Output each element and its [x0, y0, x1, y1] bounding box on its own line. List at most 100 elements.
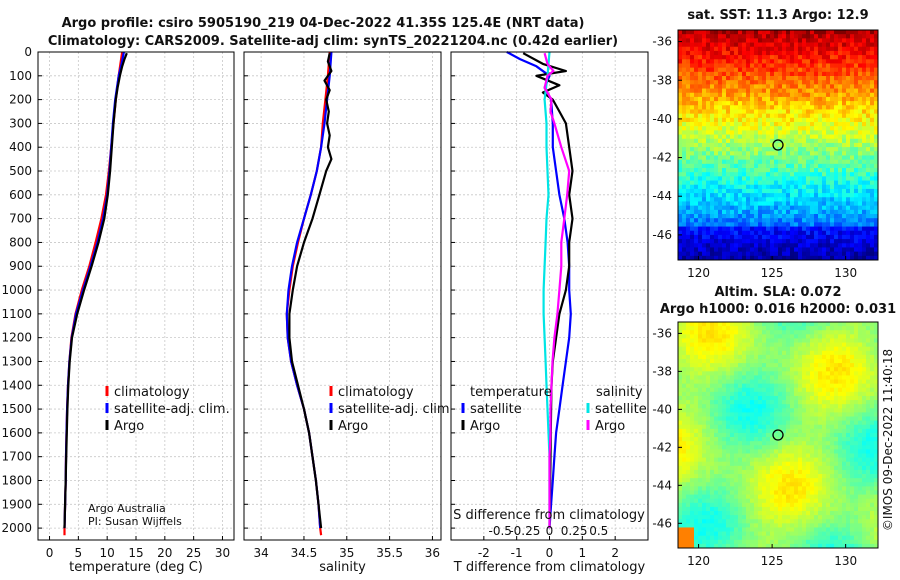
- map-cell: [698, 416, 703, 422]
- map-cell: [706, 334, 711, 339]
- map-cell: [678, 502, 683, 508]
- map-cell: [698, 42, 703, 48]
- map-cell: [706, 363, 711, 368]
- map-cell: [702, 379, 707, 385]
- map-cell: [722, 243, 727, 248]
- map-cell: [718, 88, 723, 94]
- map-cell: [738, 172, 743, 177]
- map-cell: [870, 117, 875, 123]
- map-cell: [826, 126, 831, 131]
- map-cell: [698, 543, 703, 549]
- map-cell: [718, 243, 723, 248]
- map-cell: [702, 234, 707, 240]
- map-cell: [830, 247, 835, 253]
- map-cell: [726, 363, 731, 368]
- map-cell: [850, 168, 855, 173]
- map-cell: [862, 42, 867, 48]
- map-cell: [702, 122, 707, 127]
- map-cell: [822, 205, 827, 211]
- map-cell: [718, 326, 723, 331]
- map-cell: [858, 134, 863, 140]
- map-cell: [798, 412, 803, 417]
- map-cell: [858, 76, 863, 81]
- map-cell: [698, 387, 703, 393]
- map-cell: [874, 63, 879, 69]
- map-cell: [866, 67, 871, 73]
- map-cell: [758, 96, 763, 102]
- map-cell: [850, 214, 855, 219]
- map-cell: [802, 412, 807, 417]
- map-cell: [738, 432, 743, 438]
- map-cell: [794, 230, 799, 236]
- map-cell: [810, 453, 815, 458]
- map-cell: [750, 126, 755, 131]
- map-cell: [766, 255, 771, 261]
- map-cell: [710, 350, 715, 356]
- map-cell: [794, 531, 799, 537]
- map-cell: [806, 247, 811, 253]
- map-cell: [686, 163, 691, 169]
- map-cell: [822, 180, 827, 186]
- map-cell: [718, 453, 723, 458]
- map-cell: [778, 67, 783, 73]
- map-cell: [690, 375, 695, 380]
- map-cell: [786, 334, 791, 339]
- map-cell: [714, 478, 719, 483]
- map-cell: [750, 96, 755, 102]
- map-cell: [742, 197, 747, 202]
- map-cell: [790, 34, 795, 39]
- map-cell: [810, 523, 815, 528]
- map-cell: [778, 109, 783, 115]
- map-cell: [766, 234, 771, 240]
- map-cell: [746, 168, 751, 173]
- map-cell: [762, 226, 767, 232]
- map-cell: [742, 230, 747, 236]
- map-cell: [726, 50, 731, 56]
- map-cell: [818, 461, 823, 467]
- y-tick-label: 200: [9, 93, 32, 107]
- map-cell: [690, 498, 695, 504]
- map-cell: [826, 46, 831, 52]
- map-cell: [758, 30, 763, 35]
- map-cell: [706, 172, 711, 177]
- map-cell: [794, 354, 799, 360]
- map-cell: [678, 96, 683, 102]
- map-cell: [770, 350, 775, 356]
- map-cell: [750, 105, 755, 110]
- map-cell: [770, 184, 775, 190]
- map-cell: [678, 511, 683, 516]
- map-cell: [870, 230, 875, 236]
- map-cell: [858, 243, 863, 248]
- map-cell: [694, 117, 699, 123]
- credit-line1: Argo Australia: [88, 502, 166, 515]
- map-cell: [758, 461, 763, 467]
- map-cell: [822, 159, 827, 165]
- map-cell: [682, 350, 687, 356]
- map-cell: [722, 142, 727, 148]
- map-cell: [758, 322, 763, 327]
- map-cell: [682, 330, 687, 335]
- map-cell: [718, 408, 723, 413]
- map-cell: [750, 92, 755, 98]
- map-cell: [806, 358, 811, 364]
- map-cell: [714, 38, 719, 43]
- map-cell: [738, 326, 743, 331]
- map-cell: [738, 342, 743, 348]
- map-cell: [774, 134, 779, 140]
- map-cell: [790, 490, 795, 495]
- map-cell: [818, 255, 823, 261]
- map-cell: [774, 498, 779, 504]
- map-cell: [678, 71, 683, 77]
- map-cell: [726, 55, 731, 60]
- map-y-tick-label: -38: [652, 73, 672, 87]
- map-cell: [722, 527, 727, 532]
- map-cell: [714, 88, 719, 94]
- map-cell: [762, 176, 767, 181]
- map-cell: [746, 109, 751, 115]
- map-cell: [734, 42, 739, 48]
- map-cell: [762, 63, 767, 69]
- map-cell: [746, 527, 751, 532]
- map-cell: [702, 395, 707, 401]
- map-cell: [682, 84, 687, 89]
- map-cell: [782, 326, 787, 331]
